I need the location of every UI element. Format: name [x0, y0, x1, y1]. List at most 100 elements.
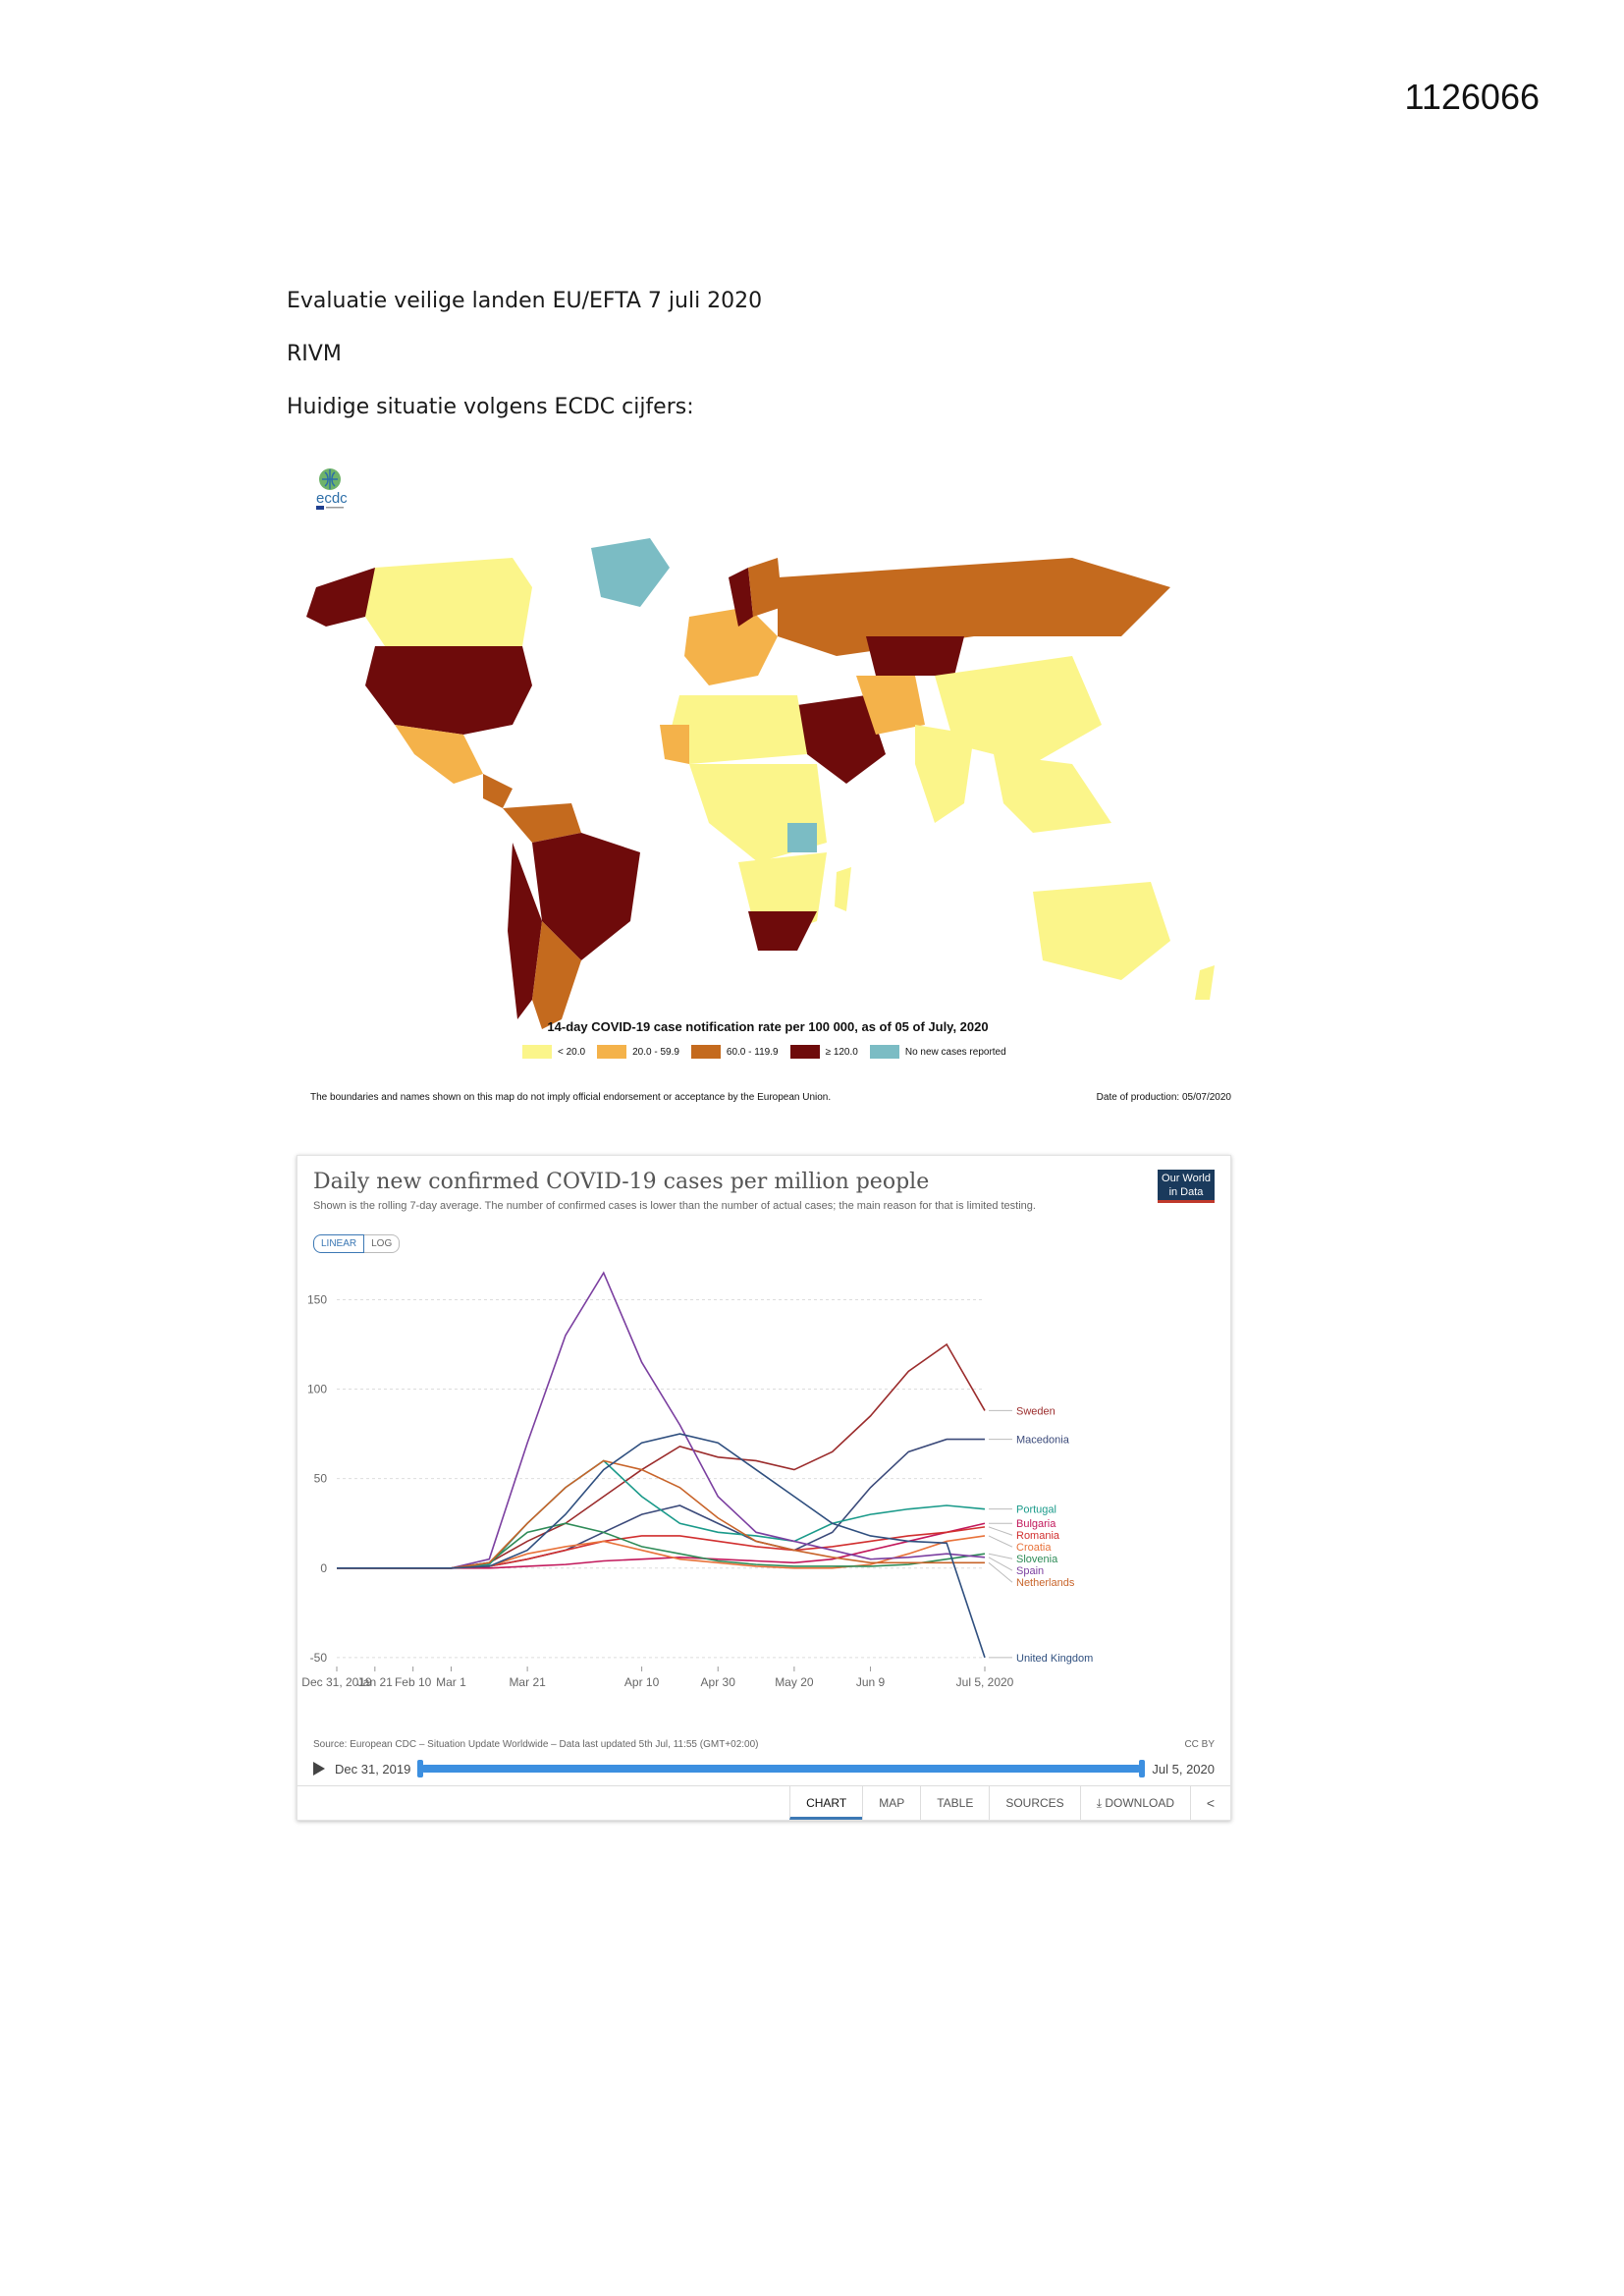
series-label: Portugal: [1016, 1504, 1056, 1516]
owid-chart-card: Daily new confirmed COVID-19 cases per m…: [297, 1155, 1231, 1821]
play-icon[interactable]: [313, 1762, 325, 1776]
map-region-north-africa: [670, 695, 807, 764]
legend-swatch: [522, 1045, 552, 1059]
share-icon[interactable]: <: [1190, 1786, 1230, 1820]
series-label-connector: [988, 1526, 1013, 1536]
legend-swatch: [869, 1045, 899, 1059]
x-tick-label: May 20: [775, 1675, 814, 1689]
map-region-peru-chile: [508, 843, 542, 1019]
x-tick-label: Mar 21: [509, 1675, 546, 1689]
series-line: [337, 1459, 985, 1569]
series-label-connector: [988, 1557, 1013, 1571]
series-line: [337, 1271, 986, 1569]
chart-source[interactable]: Source: European CDC – Situation Update …: [313, 1739, 759, 1750]
map-region-kazakhstan: [866, 636, 964, 676]
x-tick-label: Jun 9: [856, 1675, 886, 1689]
x-tick-label: Jan 21: [357, 1675, 393, 1689]
legend-item: No new cases reported: [869, 1045, 1006, 1059]
map-production-date: Date of production: 05/07/2020: [1096, 1092, 1231, 1103]
map-region-middle-east: [797, 695, 886, 784]
map-region-south-africa: [748, 911, 817, 951]
map-region-iran: [856, 676, 925, 735]
y-tick-label: 50: [314, 1472, 328, 1486]
map-region-madagascar: [835, 867, 851, 911]
legend-label: 20.0 - 59.9: [632, 1046, 679, 1058]
legend-item: < 20.0: [522, 1045, 585, 1059]
map-region-scandinavia: [748, 558, 783, 617]
map-region-west-africa-coast: [660, 725, 689, 764]
scale-toggle: LINEAR LOG: [313, 1234, 401, 1253]
series-line: [337, 1526, 986, 1569]
chart-tabs: CHART MAP TABLE SOURCES ⤓ DOWNLOAD <: [298, 1785, 1230, 1820]
series-line: [337, 1433, 986, 1659]
document-title: Evaluatie veilige landen EU/EFTA 7 juli …: [287, 289, 763, 313]
map-region-sweden: [729, 568, 753, 627]
owid-logo[interactable]: Our World in Data: [1158, 1170, 1215, 1203]
map-region-greenland: [591, 538, 670, 607]
series-label: Bulgaria: [1016, 1518, 1056, 1530]
x-tick-label: Mar 1: [436, 1675, 466, 1689]
tab-table[interactable]: TABLE: [920, 1786, 989, 1820]
legend-item: 60.0 - 119.9: [690, 1045, 779, 1059]
timeline-start-handle[interactable]: [417, 1760, 424, 1777]
document-organisation: RIVM: [287, 342, 342, 366]
map-region-canada: [365, 558, 532, 656]
series-line: [337, 1342, 986, 1569]
y-tick-label: 100: [307, 1383, 327, 1396]
map-legend-title: 14-day COVID-19 case notification rate p…: [547, 1019, 989, 1034]
series-label: Sweden: [1016, 1405, 1056, 1417]
x-tick-label: Dec 31, 2019: [301, 1675, 372, 1689]
series-label: Spain: [1016, 1565, 1044, 1577]
legend-label: No new cases reported: [904, 1046, 1006, 1058]
series-label: Romania: [1016, 1530, 1060, 1542]
tab-download-label: DOWNLOAD: [1105, 1796, 1174, 1810]
map-region-mexico: [395, 725, 483, 784]
series-label: United Kingdom: [1016, 1653, 1093, 1665]
series-label-connector: [988, 1535, 1013, 1548]
series-label-connector: [988, 1561, 1013, 1583]
series-label-connector: [988, 1553, 1013, 1559]
legend-swatch: [597, 1045, 627, 1059]
timeline-end-handle[interactable]: [1139, 1760, 1146, 1777]
ecdc-world-map-figure: ecdc 14-day COVID-19 case: [287, 450, 1249, 1114]
map-region-usa: [365, 646, 532, 735]
series-label: Slovenia: [1016, 1554, 1058, 1565]
download-icon: ⤓: [1096, 1796, 1106, 1810]
map-region-india: [915, 725, 974, 823]
linear-scale-button[interactable]: LINEAR: [313, 1234, 365, 1253]
map-region-argentina: [532, 921, 581, 1029]
section-heading: Huidige situatie volgens ECDC cijfers:: [287, 395, 694, 419]
timeline: Dec 31, 2019 Jul 5, 2020: [313, 1759, 1215, 1778]
map-region-china: [935, 656, 1102, 764]
log-scale-button[interactable]: LOG: [364, 1234, 401, 1253]
legend-item: 20.0 - 59.9: [597, 1045, 679, 1059]
series-label: Netherlands: [1016, 1577, 1075, 1589]
chart-title: Daily new confirmed COVID-19 cases per m…: [313, 1170, 930, 1194]
tab-download[interactable]: ⤓ DOWNLOAD: [1079, 1786, 1190, 1820]
world-map: [306, 538, 1215, 1029]
map-disclaimer: The boundaries and names shown on this m…: [310, 1092, 832, 1103]
timeline-track[interactable]: [417, 1760, 1146, 1777]
tab-map[interactable]: MAP: [862, 1786, 920, 1820]
map-region-brazil: [532, 833, 640, 960]
y-tick-label: 0: [320, 1561, 327, 1575]
ecdc-logo-text: ecdc: [316, 490, 348, 507]
legend-label: < 20.0: [558, 1046, 586, 1058]
timeline-end-label: Jul 5, 2020: [1152, 1761, 1215, 1777]
series-line: [337, 1459, 986, 1569]
license-link[interactable]: CC BY: [1184, 1739, 1215, 1750]
x-tick-label: Apr 10: [624, 1675, 660, 1689]
map-region-tanzania: [787, 823, 817, 852]
map-region-southeast-asia: [994, 754, 1111, 833]
map-region-australia: [1033, 882, 1170, 980]
series-label: Macedonia: [1016, 1435, 1070, 1447]
tab-chart[interactable]: CHART: [789, 1786, 863, 1820]
tab-sources[interactable]: SOURCES: [989, 1786, 1079, 1820]
map-legend: < 20.0 20.0 - 59.9 60.0 - 119.9 ≥ 120.0 …: [522, 1045, 1018, 1059]
chart-subtitle: Shown is the rolling 7-day average. The …: [313, 1200, 1036, 1212]
y-tick-label: -50: [310, 1651, 328, 1665]
map-region-central-america: [483, 774, 513, 808]
legend-label: ≥ 120.0: [825, 1046, 858, 1058]
series-line: [337, 1522, 986, 1569]
